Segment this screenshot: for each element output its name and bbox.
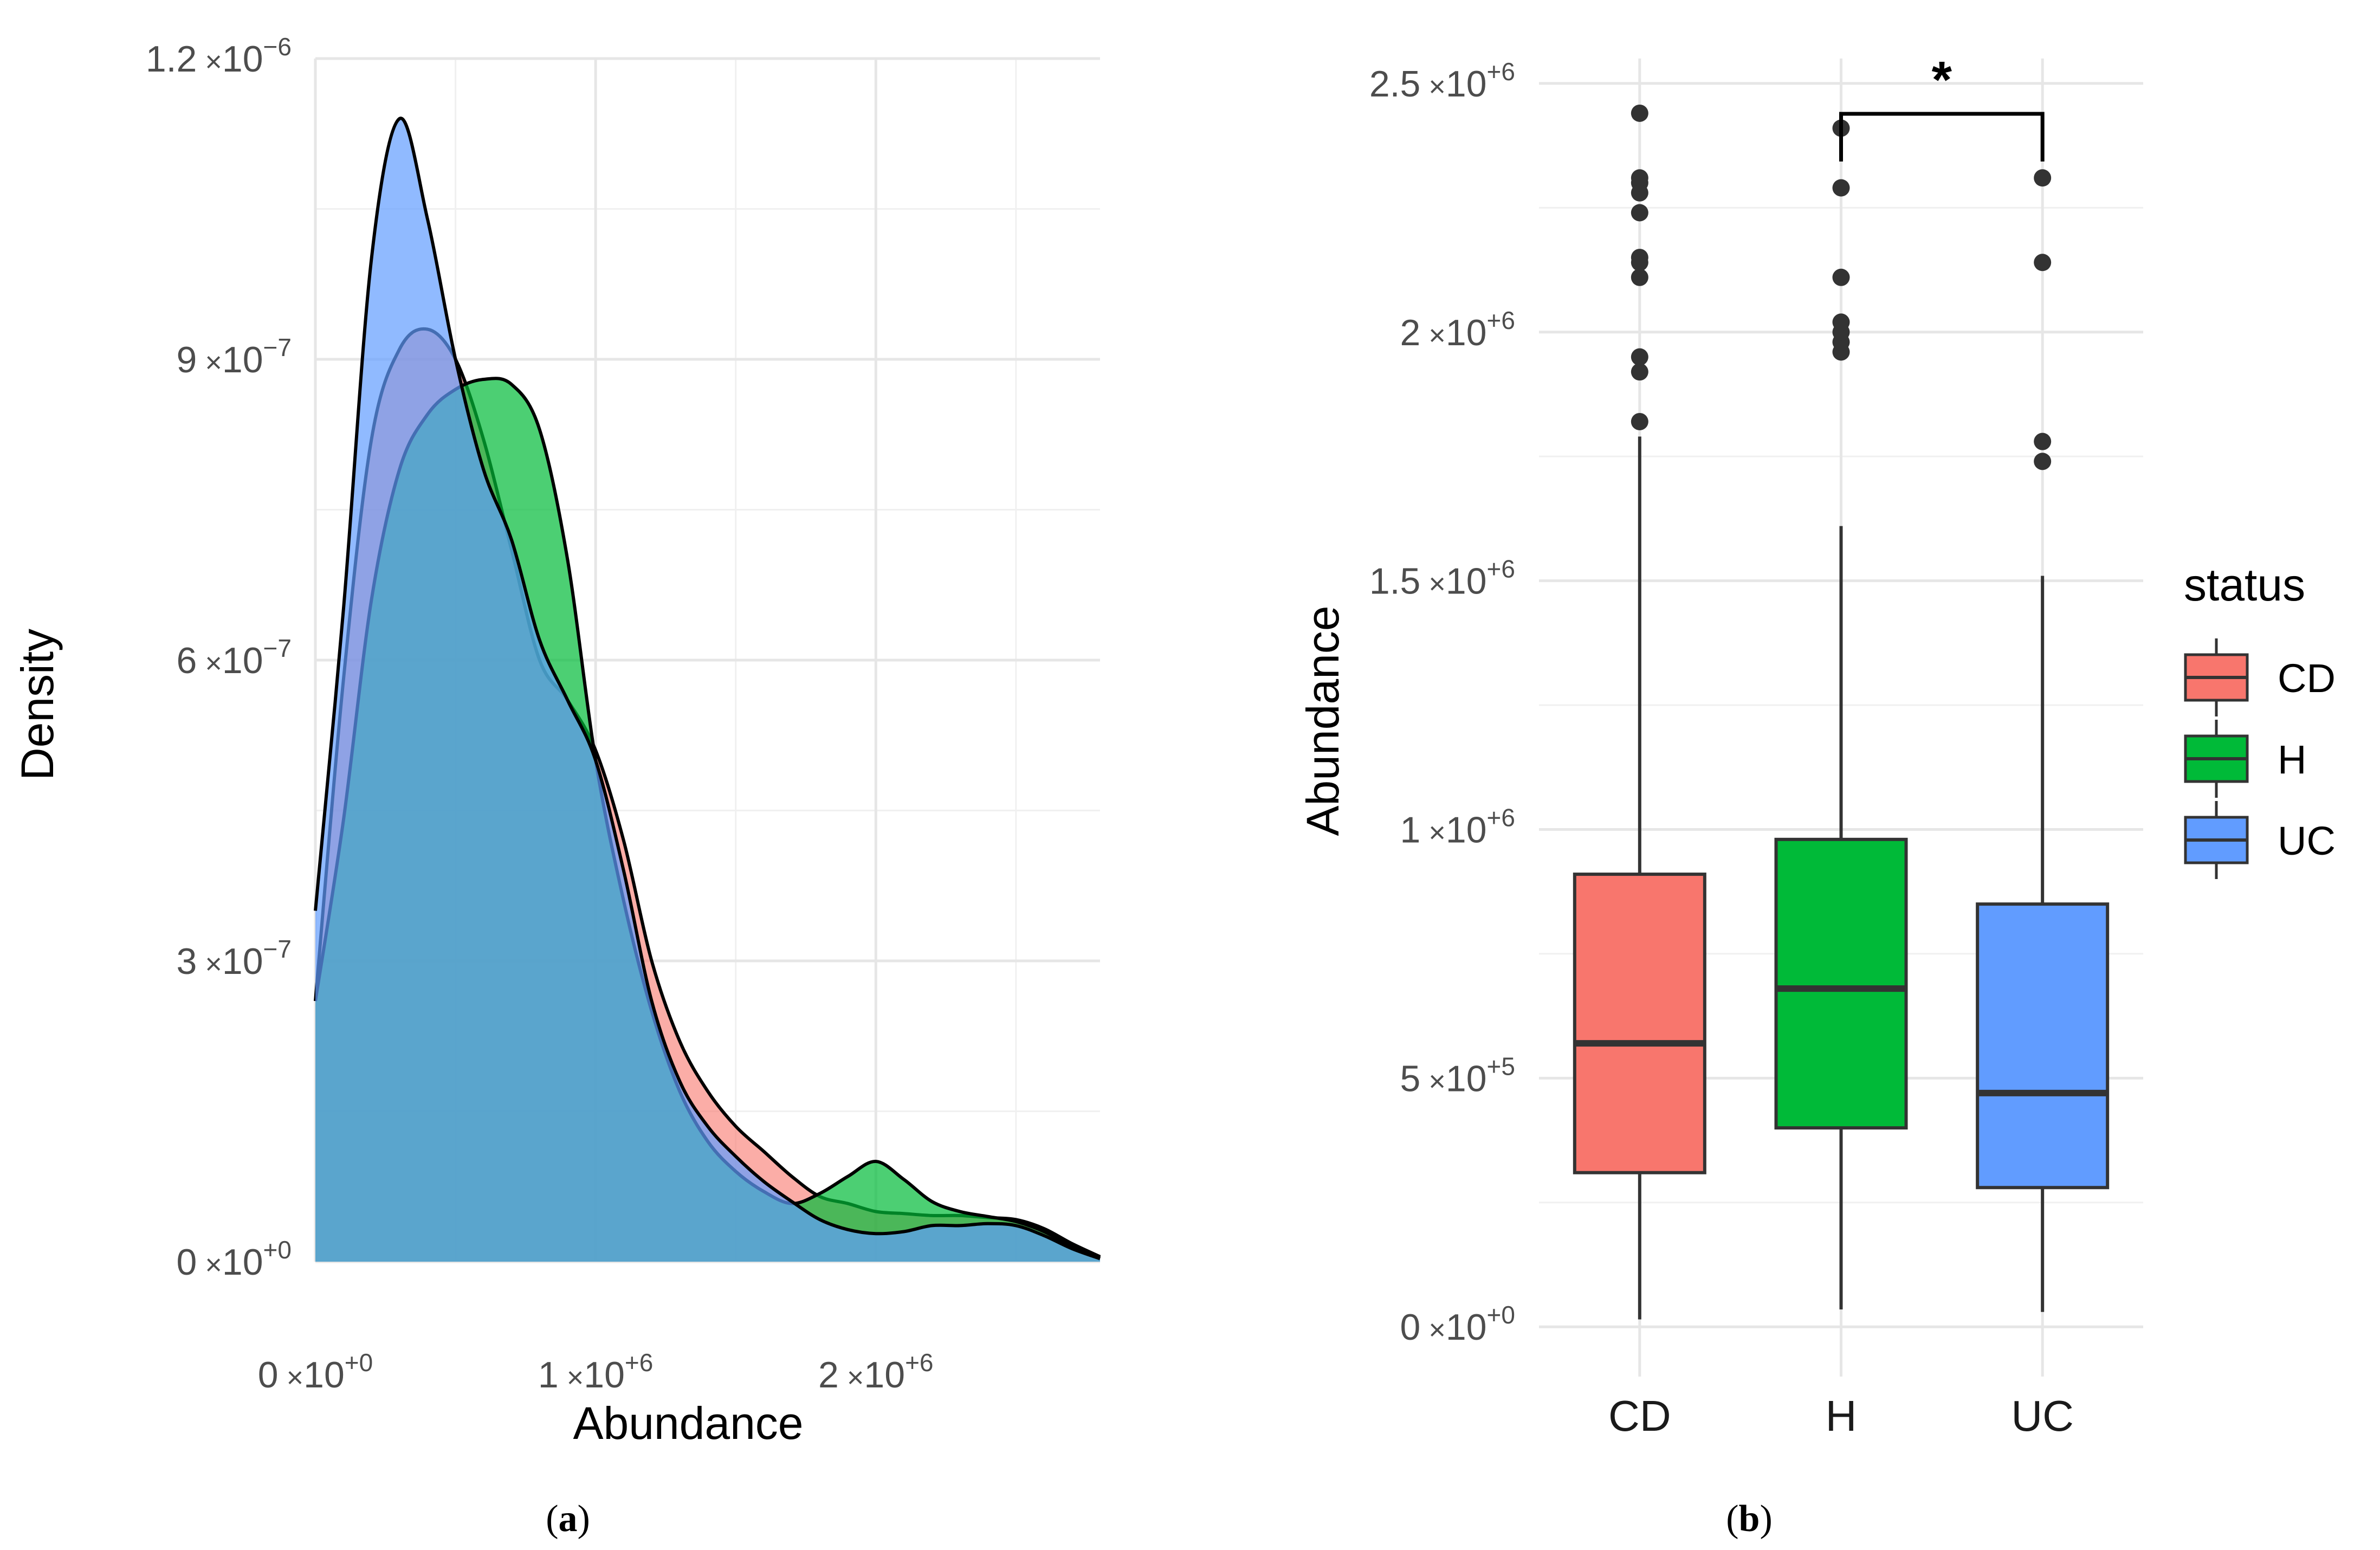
box-x-tick-labels: CD H UC xyxy=(1608,1392,2074,1440)
box-y-axis-title: Abundance xyxy=(1297,605,1348,836)
significance-label: * xyxy=(1932,51,1952,109)
density-y-tick-label: 1.2 ×10−6 xyxy=(146,33,292,80)
outlier-point xyxy=(1631,268,1648,286)
box-y-tick-label: 1.5 ×10+6 xyxy=(1369,555,1515,602)
outlier-point xyxy=(1631,412,1648,430)
panel-a-caption: (a) xyxy=(546,1498,590,1540)
box-h xyxy=(1774,837,1908,1130)
legend-item-uc: UC xyxy=(2184,801,2336,879)
box-y-tick-labels: 0 ×10+0 5 ×10+5 1 ×10+6 1.5 ×10+6 2 ×10+6 2.5… xyxy=(1369,57,1515,1348)
density-y-tick-label: 6 ×10−7 xyxy=(177,634,292,681)
legend-item-cd: CD xyxy=(2184,638,2336,716)
significance-bracket-line xyxy=(1839,112,2045,162)
box-y-tick-label: 2.5 ×10+6 xyxy=(1369,57,1515,105)
outlier-point xyxy=(2034,169,2052,187)
box-x-tick-label: CD xyxy=(1608,1392,1671,1440)
legend-label: CD xyxy=(2278,656,2336,701)
outlier-point xyxy=(1631,363,1648,381)
box-cd xyxy=(1573,873,1706,1174)
legend-entries: CD H UC xyxy=(2184,638,2336,879)
legend-label: UC xyxy=(2278,818,2336,863)
box-series xyxy=(1573,104,2110,1320)
outlier-point xyxy=(1631,348,1648,366)
outlier-point xyxy=(1631,249,1648,267)
box-x-tick-label: H xyxy=(1826,1392,1857,1440)
box-group-h xyxy=(1774,119,1908,1310)
box-group-uc xyxy=(1976,169,2110,1312)
outlier-point xyxy=(1832,179,1850,197)
outlier-point xyxy=(2034,254,2052,272)
density-plot: 0 ×10+0 3 ×10−7 6 ×10−7 9 ×10−7 1.2 ×10−6 0 … xyxy=(12,33,1101,1540)
box-plot: 0 ×10+0 5 ×10+5 1 ×10+6 1.5 ×10+6 2 ×10+6 2.5… xyxy=(1297,51,2143,1540)
density-areas xyxy=(314,117,1101,1262)
box-group-cd xyxy=(1573,104,1706,1320)
panel-b-caption: (b) xyxy=(1726,1498,1773,1540)
density-x-tick-label: 2 ×10+6 xyxy=(818,1348,933,1396)
density-y-tick-labels: 0 ×10+0 3 ×10−7 6 ×10−7 9 ×10−7 1.2 ×10−6 xyxy=(146,33,292,1283)
outlier-point xyxy=(2034,432,2052,450)
density-y-axis-title: Density xyxy=(12,629,63,780)
legend-item-h: H xyxy=(2184,720,2306,798)
density-y-tick-label: 3 ×10−7 xyxy=(177,935,292,982)
significance-bracket: * xyxy=(1839,51,2045,162)
outlier-point xyxy=(1832,313,1850,331)
box-uc xyxy=(1976,902,2110,1190)
box-y-tick-label: 5 ×10+5 xyxy=(1400,1052,1515,1099)
box-y-tick-label: 1 ×10+6 xyxy=(1400,803,1515,850)
outlier-point xyxy=(2034,453,2052,470)
status-legend: status CD H UC xyxy=(2184,559,2336,879)
outlier-point xyxy=(1832,268,1850,286)
box-x-tick-label: UC xyxy=(2011,1392,2074,1440)
density-line-uc xyxy=(314,117,1101,1261)
density-x-axis-title: Abundance xyxy=(573,1398,803,1449)
legend-title: status xyxy=(2184,559,2305,610)
box-y-tick-label: 2 ×10+6 xyxy=(1400,306,1515,353)
box-y-tick-label: 0 ×10+0 xyxy=(1400,1301,1515,1348)
legend-label: H xyxy=(2278,737,2306,782)
outlier-point xyxy=(1631,204,1648,222)
density-y-tick-label: 0 ×10+0 xyxy=(177,1236,292,1283)
outlier-point xyxy=(1631,169,1648,187)
density-y-tick-label: 9 ×10−7 xyxy=(177,333,292,380)
density-area-uc xyxy=(315,118,1100,1262)
density-x-tick-label: 1 ×10+6 xyxy=(538,1348,653,1396)
outlier-point xyxy=(1631,104,1648,122)
density-x-tick-label: 0 ×10+0 xyxy=(258,1348,373,1396)
density-x-tick-labels: 0 ×10+0 1 ×10+6 2 ×10+6 xyxy=(258,1348,934,1396)
